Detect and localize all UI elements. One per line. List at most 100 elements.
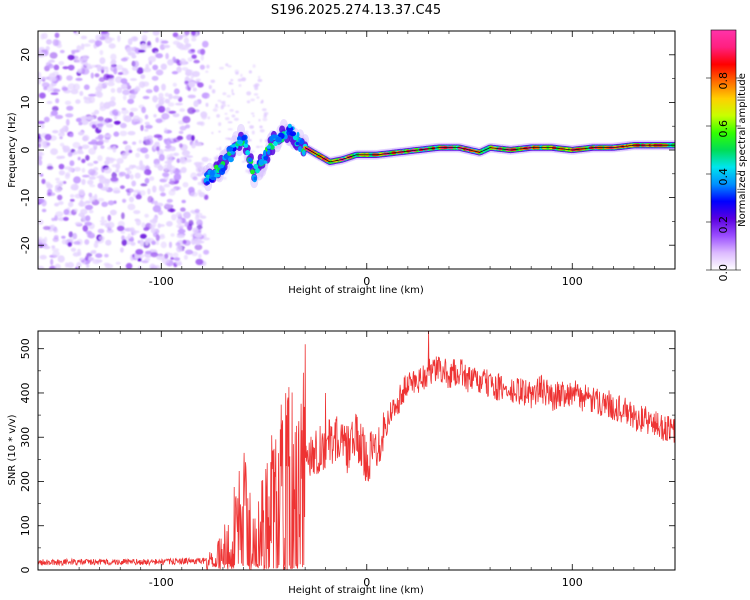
noise-blob xyxy=(250,98,255,102)
noise-blob xyxy=(129,111,134,118)
noise-blob xyxy=(231,114,236,118)
noise-blob xyxy=(146,45,153,49)
ridge-blob xyxy=(263,149,267,157)
noise-blob xyxy=(217,99,222,103)
noise-blob xyxy=(191,54,197,59)
noise-blob xyxy=(95,259,103,263)
noise-blob xyxy=(38,265,45,269)
ridge-blob xyxy=(205,181,211,185)
colorbar-tick-label: 0.2 xyxy=(717,216,730,234)
figure-title: S196.2025.274.13.37.C45 xyxy=(271,3,441,18)
noise-blob xyxy=(134,86,141,92)
noise-blob xyxy=(81,158,86,164)
noise-blob xyxy=(52,130,59,134)
noise-blob xyxy=(88,147,96,155)
noise-blob xyxy=(204,194,209,200)
noise-blob xyxy=(77,149,83,153)
noise-blob xyxy=(63,216,69,221)
noise-blob xyxy=(219,146,222,151)
noise-blob xyxy=(166,221,173,227)
noise-blob xyxy=(179,125,187,131)
ridge-cell xyxy=(255,168,260,174)
noise-blob xyxy=(128,164,134,170)
noise-blob xyxy=(262,117,268,122)
noise-blob xyxy=(107,82,115,87)
noise-blob xyxy=(245,130,249,134)
ridge-line xyxy=(304,144,675,163)
noise-blob xyxy=(191,109,196,113)
noise-blob xyxy=(185,249,194,255)
noise-blob xyxy=(150,227,157,234)
noise-blob xyxy=(148,55,156,63)
noise-blob xyxy=(81,144,90,150)
noise-blob xyxy=(96,64,102,72)
y-tick-label: -20 xyxy=(19,236,32,254)
noise-blob xyxy=(47,192,52,197)
noise-blob xyxy=(134,172,141,179)
noise-blob xyxy=(38,71,42,79)
noise-blob xyxy=(129,227,135,233)
noise-blob xyxy=(41,82,50,88)
noise-blob xyxy=(43,86,48,91)
y-tick-label: 400 xyxy=(19,382,32,403)
noise-blob xyxy=(191,142,196,149)
noise-blob xyxy=(89,195,96,202)
noise-blob xyxy=(211,131,214,135)
noise-blob xyxy=(141,106,147,114)
noise-blob xyxy=(46,100,53,105)
noise-blob xyxy=(144,257,151,262)
noise-blob xyxy=(50,110,58,116)
noise-blob xyxy=(180,166,187,174)
noise-blob xyxy=(152,185,157,193)
noise-blob xyxy=(173,173,182,181)
noise-blob xyxy=(110,53,117,61)
noise-blob xyxy=(53,64,60,71)
noise-blob xyxy=(131,54,137,59)
noise-blob xyxy=(73,176,81,184)
noise-blob xyxy=(262,108,267,112)
noise-blob xyxy=(149,176,155,181)
noise-blob xyxy=(51,248,60,252)
noise-blob xyxy=(151,240,156,245)
noise-blob xyxy=(156,255,165,261)
noise-blob xyxy=(212,108,218,112)
ridge-cell xyxy=(243,142,249,148)
noise-blob xyxy=(115,261,121,265)
noise-blob xyxy=(137,265,143,269)
noise-blob xyxy=(152,217,158,223)
noise-blob xyxy=(53,235,59,240)
noise-blob xyxy=(96,123,104,127)
noise-region xyxy=(38,31,269,269)
noise-blob xyxy=(172,40,180,45)
noise-blob xyxy=(164,202,172,209)
y-tick-label: 20 xyxy=(19,48,32,62)
noise-blob xyxy=(127,233,132,240)
noise-blob xyxy=(253,93,259,96)
noise-blob xyxy=(154,141,160,146)
noise-blob xyxy=(98,235,105,241)
noise-blob xyxy=(38,120,45,125)
noise-blob xyxy=(163,44,171,49)
noise-blob xyxy=(195,212,203,218)
noise-blob xyxy=(152,205,162,213)
spectrogram-y-axis-label: Frequency (Hz) xyxy=(7,112,18,188)
noise-blob xyxy=(144,128,149,132)
noise-blob xyxy=(88,209,94,214)
noise-blob xyxy=(170,257,175,260)
snr-frame xyxy=(37,330,676,571)
noise-blob xyxy=(144,177,150,184)
noise-blob xyxy=(170,146,176,152)
noise-blob xyxy=(146,135,154,140)
noise-blob xyxy=(119,247,124,253)
noise-blob xyxy=(127,131,136,136)
noise-blob xyxy=(133,60,139,68)
noise-blob xyxy=(176,158,181,163)
noise-blob xyxy=(161,40,169,44)
noise-blob xyxy=(150,252,159,258)
noise-blob xyxy=(144,169,152,176)
noise-blob xyxy=(46,165,54,170)
noise-blob xyxy=(182,182,189,188)
noise-blob xyxy=(83,84,90,90)
noise-blob xyxy=(39,92,46,99)
ridge-blob xyxy=(275,136,283,143)
